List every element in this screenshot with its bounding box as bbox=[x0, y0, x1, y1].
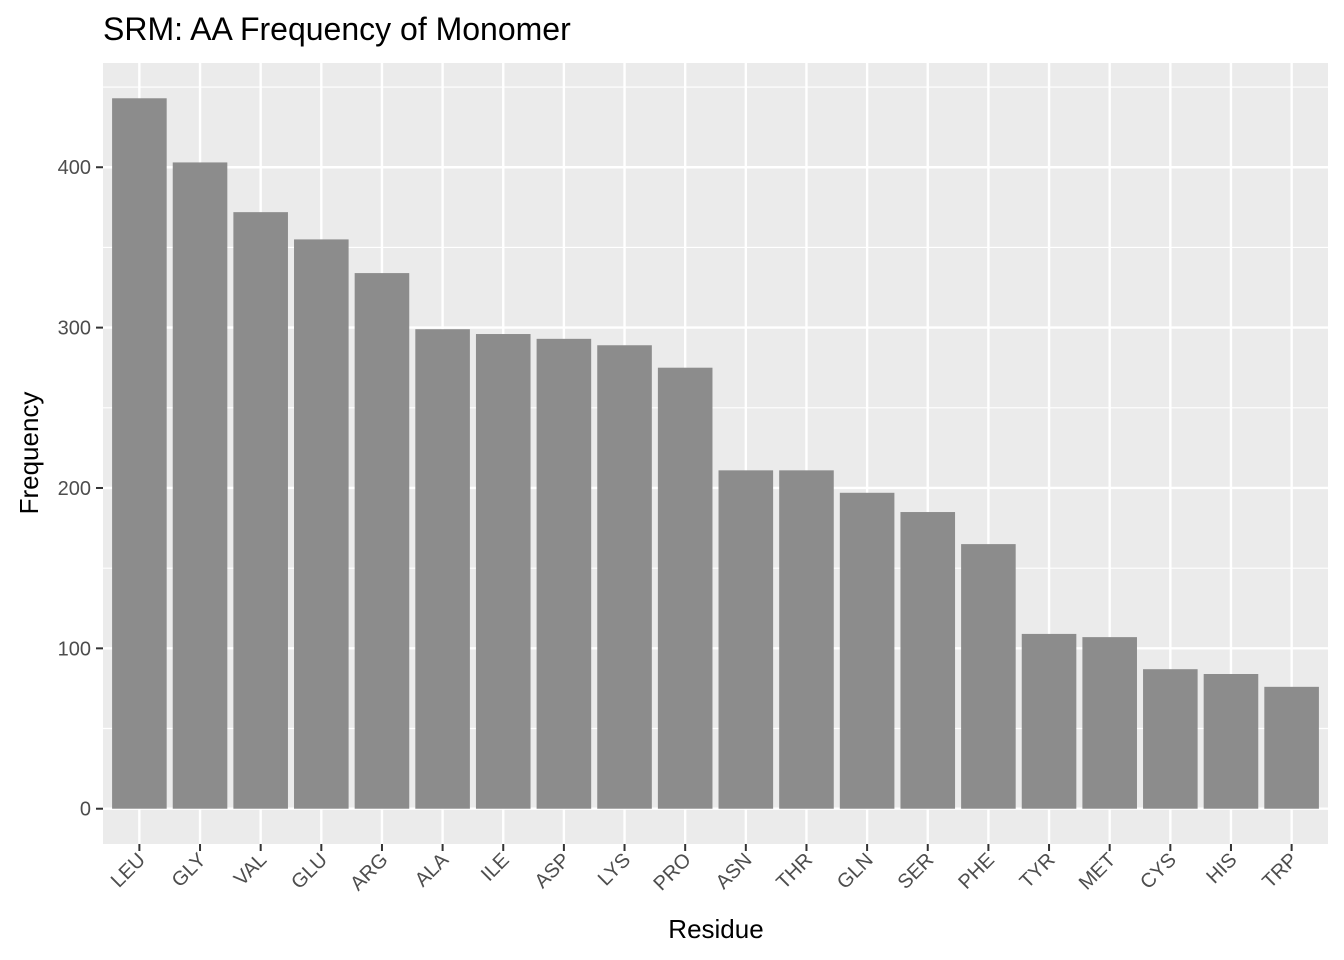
x-tick-label: THR bbox=[772, 849, 817, 894]
chart-title: SRM: AA Frequency of Monomer bbox=[103, 11, 571, 47]
bar-val bbox=[233, 212, 288, 809]
bar-leu bbox=[112, 98, 167, 809]
bar-asp bbox=[536, 338, 592, 809]
x-tick-label: ARG bbox=[346, 849, 392, 895]
bar-tyr bbox=[1021, 633, 1077, 809]
x-tick-label: GLN bbox=[833, 849, 878, 894]
x-tick-label: GLU bbox=[287, 849, 332, 894]
x-tick-label: PHE bbox=[954, 849, 999, 894]
bar-asn bbox=[718, 470, 774, 809]
bar-pro bbox=[657, 367, 713, 809]
x-tick-label: LEU bbox=[107, 849, 150, 892]
x-tick-label: ASN bbox=[712, 849, 757, 894]
bar-thr bbox=[779, 470, 834, 809]
bar-ala bbox=[415, 329, 470, 809]
x-tick-label: PRO bbox=[650, 849, 696, 895]
x-tick-label: ALA bbox=[411, 849, 454, 892]
x-tick-label: MET bbox=[1075, 849, 1120, 894]
bar-gly bbox=[172, 162, 228, 809]
bar-cys bbox=[1143, 669, 1198, 809]
bar-arg bbox=[354, 273, 410, 809]
x-tick-label: LYS bbox=[594, 849, 635, 890]
x-tick-label: HIS bbox=[1202, 849, 1241, 888]
bar-ser bbox=[900, 512, 956, 809]
y-tick-label: 200 bbox=[58, 478, 91, 500]
x-tick-label: TYR bbox=[1016, 849, 1060, 893]
y-tick-label: 100 bbox=[58, 638, 91, 660]
x-tick-label: GLY bbox=[168, 849, 211, 892]
bar-lys bbox=[597, 345, 652, 809]
bar-phe bbox=[961, 544, 1016, 809]
x-tick-label: TRP bbox=[1258, 849, 1302, 893]
x-tick-label: VAL bbox=[230, 849, 271, 890]
bar-glu bbox=[294, 239, 349, 809]
bars bbox=[112, 98, 1319, 809]
bar-met bbox=[1082, 637, 1137, 809]
bar-ile bbox=[475, 334, 531, 809]
bar-trp bbox=[1264, 686, 1319, 809]
y-tick-label: 300 bbox=[58, 318, 91, 340]
x-tick-label: ILE bbox=[477, 849, 514, 886]
x-tick-label: ASP bbox=[531, 849, 575, 893]
y-axis-title: Frequency bbox=[14, 392, 44, 515]
bar-gln bbox=[839, 492, 895, 809]
y-tick-label: 400 bbox=[58, 157, 91, 179]
x-tick-label: SER bbox=[894, 849, 939, 894]
y-axis: 0 100 200 300 400 bbox=[58, 157, 103, 821]
y-tick-label: 0 bbox=[80, 799, 91, 821]
x-axis: LEU GLY VAL GLU ARG ALA ILE ASP LYS PRO ASN THR GLN S… bbox=[107, 844, 1302, 895]
x-axis-title: Residue bbox=[668, 914, 763, 944]
bar-his bbox=[1203, 674, 1259, 809]
x-tick-label: CYS bbox=[1136, 849, 1181, 894]
